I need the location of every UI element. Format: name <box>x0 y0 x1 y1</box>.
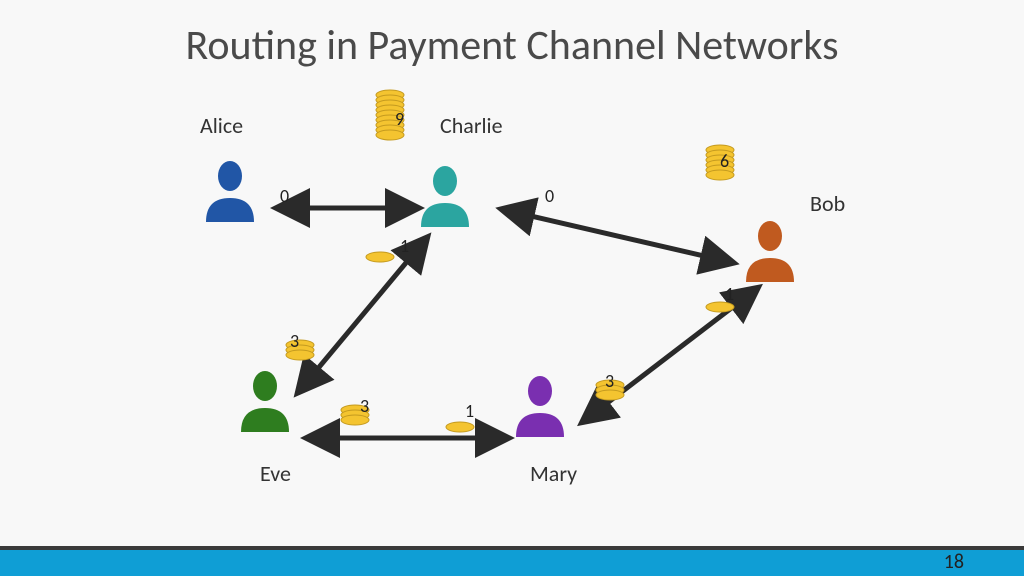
person-alice <box>198 158 262 222</box>
label-charlie: Charlie <box>440 112 503 139</box>
person-eve <box>233 368 297 432</box>
edge-charlie-bob <box>505 210 730 262</box>
balance-label-2: 0 <box>545 185 554 207</box>
balance-label-6: 3 <box>360 395 369 417</box>
page-number: 18 <box>944 550 964 574</box>
balance-label-9: 1 <box>725 283 734 305</box>
balance-label-1: 9 <box>395 108 404 130</box>
balance-label-7: 1 <box>465 400 474 422</box>
person-bob <box>738 218 802 282</box>
balance-label-8: 3 <box>605 370 614 392</box>
balance-label-4: 1 <box>400 235 409 257</box>
label-alice: Alice <box>200 112 243 139</box>
person-mary <box>508 373 572 437</box>
balance-label-0: 0 <box>280 185 289 207</box>
diagram-canvas <box>0 0 1024 576</box>
edge-charlie-eve <box>300 240 425 390</box>
person-charlie <box>413 163 477 227</box>
balance-label-3: 6 <box>720 150 729 172</box>
footer-bar <box>0 550 1024 576</box>
balance-label-5: 3 <box>290 330 299 352</box>
label-mary: Mary <box>530 460 577 487</box>
coins-4 <box>365 249 395 268</box>
label-bob: Bob <box>810 190 845 217</box>
label-eve: Eve <box>260 460 291 487</box>
